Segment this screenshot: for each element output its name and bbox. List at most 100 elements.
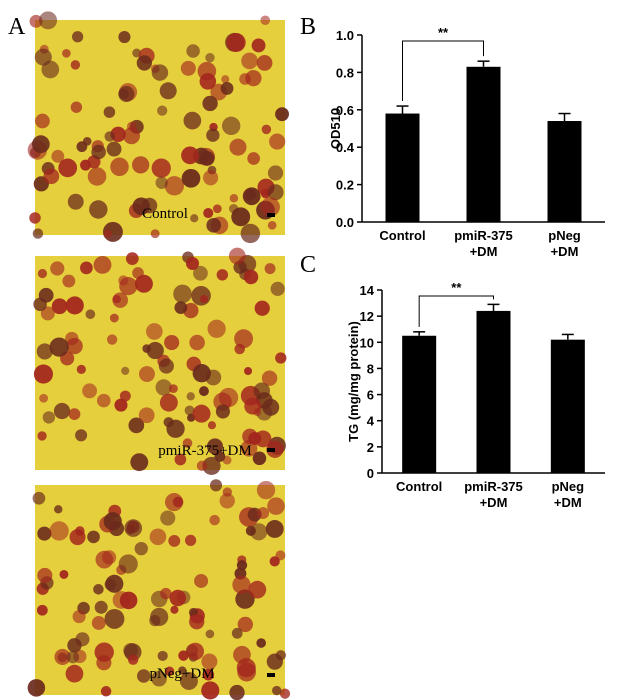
y-tick-label: 12 bbox=[360, 309, 374, 324]
cell bbox=[118, 30, 131, 44]
cell bbox=[34, 48, 52, 66]
cell bbox=[221, 116, 241, 136]
cell bbox=[184, 405, 195, 416]
cell bbox=[87, 530, 100, 544]
cell bbox=[245, 525, 256, 536]
cell bbox=[150, 607, 169, 627]
cell bbox=[253, 382, 271, 400]
cell bbox=[96, 655, 112, 671]
cell bbox=[193, 265, 208, 281]
cell bbox=[138, 366, 155, 383]
cell bbox=[260, 197, 280, 217]
cell bbox=[254, 300, 270, 316]
cell bbox=[207, 319, 226, 338]
cell bbox=[54, 505, 63, 514]
cell bbox=[67, 193, 84, 210]
panel-label: A bbox=[8, 14, 26, 40]
x-tick-label: Control bbox=[379, 228, 425, 243]
cell bbox=[40, 306, 55, 321]
cell bbox=[130, 453, 149, 472]
cell bbox=[275, 352, 287, 364]
cell bbox=[121, 366, 130, 375]
cell bbox=[229, 138, 247, 156]
cell bbox=[256, 638, 267, 648]
cell bbox=[168, 534, 181, 547]
cell bbox=[37, 567, 53, 583]
cell bbox=[241, 52, 258, 70]
cell bbox=[199, 73, 217, 90]
cell bbox=[134, 274, 153, 293]
cell bbox=[262, 398, 280, 416]
cell bbox=[185, 256, 200, 271]
cell bbox=[160, 510, 176, 526]
cell bbox=[261, 124, 272, 135]
cell bbox=[218, 387, 239, 408]
bar bbox=[547, 121, 582, 222]
scale-bar bbox=[267, 213, 275, 217]
cell bbox=[184, 534, 197, 547]
cell bbox=[166, 419, 185, 438]
cell bbox=[104, 131, 115, 142]
cell bbox=[49, 337, 69, 357]
cell bbox=[164, 176, 185, 196]
cell bbox=[35, 113, 50, 129]
cell bbox=[93, 255, 112, 274]
cell bbox=[53, 402, 71, 420]
cell bbox=[240, 223, 261, 244]
cell bbox=[132, 267, 144, 279]
cell bbox=[105, 574, 124, 593]
cell bbox=[202, 668, 215, 681]
cell bbox=[183, 111, 202, 130]
cell bbox=[194, 573, 209, 588]
image-caption: pNeg+DM bbox=[149, 666, 214, 682]
cell bbox=[32, 228, 44, 239]
cell bbox=[205, 52, 215, 63]
cell bbox=[266, 653, 283, 670]
significance-bracket bbox=[402, 40, 484, 102]
cell bbox=[272, 685, 282, 696]
cell bbox=[232, 575, 251, 594]
y-tick-label: 0.2 bbox=[336, 178, 354, 193]
cell bbox=[89, 200, 108, 219]
images: Control pmiR-375+DM pNeg+DM bbox=[27, 11, 291, 700]
cell bbox=[85, 309, 96, 320]
cell bbox=[54, 648, 71, 666]
x-tick-label: Control bbox=[396, 479, 442, 494]
cell bbox=[101, 550, 117, 565]
cell bbox=[269, 556, 280, 567]
x-tick-label: pNeg +DM bbox=[548, 228, 581, 259]
cell bbox=[186, 642, 205, 661]
cell bbox=[123, 127, 141, 145]
x-tick-label: pmiR-375 +DM bbox=[464, 479, 523, 510]
image-caption: pmiR-375+DM bbox=[158, 443, 251, 459]
significance-label: ** bbox=[438, 25, 449, 40]
cell bbox=[103, 106, 116, 118]
cell bbox=[270, 281, 285, 296]
cell bbox=[219, 493, 235, 509]
cell bbox=[265, 520, 284, 538]
y-tick-label: 6 bbox=[367, 388, 374, 403]
cell bbox=[70, 101, 83, 113]
cell bbox=[221, 75, 230, 84]
cell bbox=[37, 431, 47, 441]
cell bbox=[248, 580, 267, 599]
cell bbox=[181, 168, 201, 188]
bar bbox=[550, 339, 585, 473]
cell bbox=[114, 398, 128, 412]
cell bbox=[72, 609, 86, 624]
cell bbox=[242, 428, 258, 445]
cell bbox=[136, 669, 151, 683]
cell bbox=[146, 341, 164, 360]
cell bbox=[128, 417, 145, 434]
cell bbox=[124, 519, 143, 537]
cell bbox=[209, 514, 220, 526]
cell bbox=[251, 38, 266, 53]
cell bbox=[160, 587, 172, 600]
cell bbox=[65, 664, 84, 683]
cell bbox=[256, 480, 276, 500]
cell bbox=[158, 358, 174, 374]
cell bbox=[228, 247, 246, 265]
cell bbox=[164, 334, 180, 351]
cell bbox=[206, 218, 221, 233]
